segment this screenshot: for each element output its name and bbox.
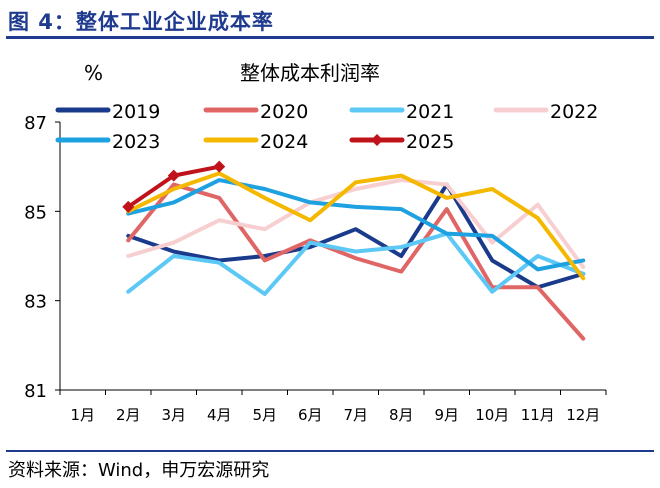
y-tick-label: 83 [24,292,47,313]
y-tick-label: 81 [24,381,47,402]
legend-label-2021: 2021 [406,101,454,123]
x-tick-label: 1月 [70,406,95,424]
series-line-2019 [126,182,586,290]
legend-label-2020: 2020 [260,101,308,123]
legend-marker-2025 [371,134,383,146]
x-tick-label: 12月 [566,406,600,424]
series-line-2020 [126,182,586,341]
point-2025 [213,160,226,173]
y-tick-label: 87 [24,113,47,134]
source-note: 资料来源：Wind，申万宏源研究 [8,460,270,481]
x-tick-label: 10月 [475,406,509,424]
legend-label-2022: 2022 [550,101,598,123]
x-tick-label: 5月 [252,406,277,424]
legend-label-2024: 2024 [260,131,308,153]
title-rule [6,36,654,39]
legend-label-2023: 2023 [112,131,160,153]
point-2025 [122,200,135,213]
series-line-2024 [126,171,586,281]
series-line-2021 [126,231,586,296]
unit-label: % [84,61,103,85]
x-tick-label: 4月 [207,406,232,424]
series-line-2023 [126,178,586,272]
x-tick-label: 3月 [161,406,186,424]
x-tick-label: 9月 [434,406,459,424]
footer-rule [6,450,654,452]
figure-title: 图 4：整体工业企业成本率 [8,10,274,34]
legend-label-2019: 2019 [112,101,160,123]
chart-title: 整体成本利润率 [240,61,380,85]
y-tick-label: 85 [24,202,47,223]
x-tick-label: 8月 [389,406,414,424]
x-tick-label: 11月 [521,406,555,424]
point-2025 [167,169,180,182]
x-tick-label: 7月 [343,406,368,424]
x-tick-label: 2月 [116,406,141,424]
series-line-2022 [126,178,586,270]
x-tick-label: 6月 [298,406,323,424]
legend-label-2025: 2025 [406,131,454,153]
